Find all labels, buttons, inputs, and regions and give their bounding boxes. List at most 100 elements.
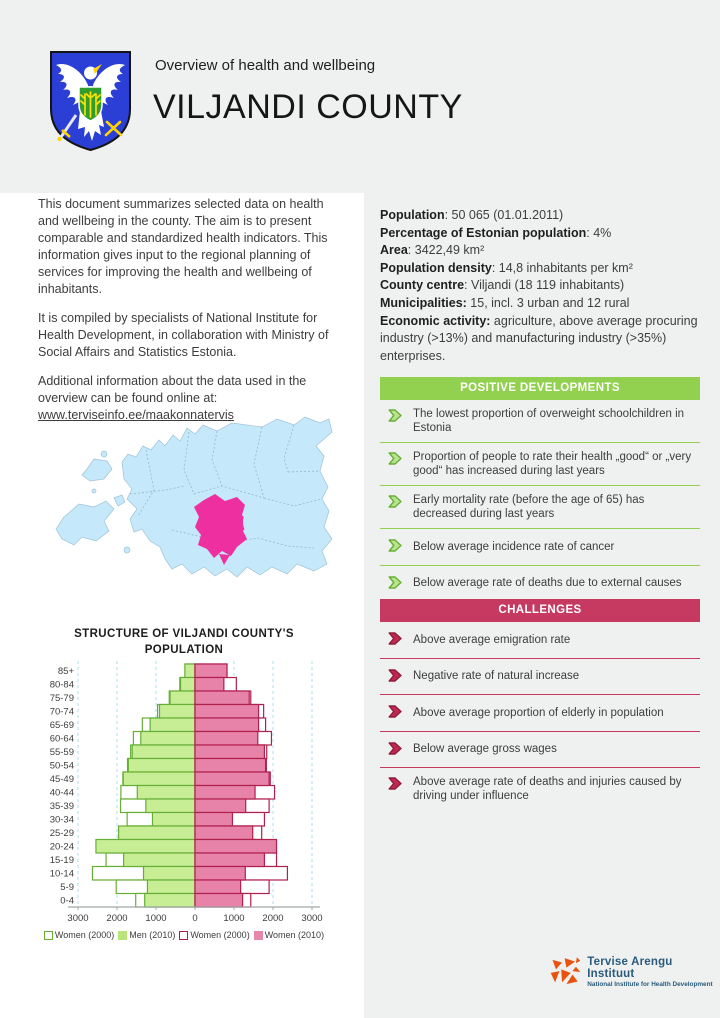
estonia-map [55, 416, 333, 578]
intro-paragraph-2: It is compiled by specialists of Nationa… [38, 311, 329, 359]
challenge-item: Above average proportion of elderly in p… [380, 695, 700, 732]
svg-text:35-39: 35-39 [50, 801, 74, 812]
challenge-item: Below average gross wages [380, 732, 700, 768]
chart-title: STRUCTURE OF VILJANDI COUNTY'S POPULATIO… [74, 628, 294, 656]
county-borders [129, 424, 323, 549]
legend-entry: Women (2000) [43, 930, 115, 940]
challenge-item-text: Above average rate of deaths and injurie… [413, 776, 682, 802]
challenge-item-text: Below average gross wages [413, 743, 557, 755]
tai-logo-title: Tervise Arengu Instituut [587, 956, 673, 980]
svg-text:30-34: 30-34 [50, 814, 74, 825]
legend-entry: Women (2010) [253, 930, 325, 940]
facts-list: Population: 50 065 (01.01.2011) Percentag… [380, 207, 702, 365]
positive-item-text: Below average incidence rate of cancer [413, 540, 615, 553]
viljandi-coat-of-arms [50, 51, 131, 152]
saaremaa-island [55, 500, 115, 546]
positive-item-text: Below average rate of deaths due to exte… [413, 577, 682, 589]
positive-item-text: Early mortality rate (before the age of … [413, 494, 645, 520]
additional-info-text: Additional information about the data us… [38, 374, 307, 405]
svg-text:0-4: 0-4 [60, 895, 74, 906]
challenges-section: CHALLENGES Above average emigration rate… [380, 599, 700, 810]
positive-item: Early mortality rate (before the age of … [380, 486, 700, 529]
positive-item-text: The lowest proportion of overweight scho… [413, 408, 685, 434]
positive-item: The lowest proportion of overweight scho… [380, 400, 700, 443]
legend-label: Men (2010) [129, 930, 176, 940]
svg-text:1000: 1000 [223, 913, 244, 924]
svg-text:3000: 3000 [67, 913, 88, 924]
svg-text:0: 0 [192, 913, 197, 924]
intro-paragraph-1: This document summarizes selected data o… [38, 197, 328, 296]
svg-text:70-74: 70-74 [50, 706, 74, 717]
svg-text:3000: 3000 [301, 913, 322, 924]
positive-item-text: Proportion of people to rate their healt… [413, 451, 692, 477]
positive-item: Below average incidence rate of cancer [380, 529, 700, 566]
challenges-header: CHALLENGES [380, 599, 700, 622]
tai-logo: Tervise Arengu Instituut National Instit… [549, 956, 720, 988]
page-title: VILJANDI COUNTY [153, 88, 463, 126]
chevron-arrow-icon [388, 495, 402, 513]
chevron-arrow-icon [388, 741, 402, 760]
header-eyebrow: Overview of health and wellbeing [155, 57, 376, 74]
legend-label: Women (2010) [264, 930, 325, 940]
legend-swatch-icon [253, 930, 263, 940]
challenge-item-text: Above average proportion of elderly in p… [413, 706, 664, 719]
challenge-item: Above average emigration rate [380, 622, 700, 659]
svg-text:60-64: 60-64 [50, 733, 74, 744]
legend-label: Women (2000) [54, 930, 115, 940]
positive-developments-section: POSITIVE DEVELOPMENTS The lowest proport… [380, 377, 700, 602]
svg-text:20-24: 20-24 [50, 841, 74, 852]
svg-text:1000: 1000 [145, 913, 166, 924]
tai-logo-icon [550, 957, 581, 985]
fact-row: Area: 3422,49 km² [380, 243, 485, 258]
chevron-arrow-icon [388, 668, 402, 687]
legend-entry: Men (2010) [118, 930, 175, 940]
svg-text:45-49: 45-49 [50, 774, 74, 785]
svg-text:55-59: 55-59 [50, 747, 74, 758]
terviseinfo-link[interactable]: www.terviseinfo.ee/maakonnatervis [38, 408, 234, 422]
legend-entry: Women (2000) [179, 930, 250, 940]
challenge-items: Above average emigration rate Negative ra… [380, 622, 700, 810]
positive-items: The lowest proportion of overweight scho… [380, 400, 700, 602]
positive-developments-header: POSITIVE DEVELOPMENTS [380, 377, 700, 400]
fact-row: Percentage of Estonian population: 4% [380, 225, 612, 240]
positive-item: Proportion of people to rate their healt… [380, 443, 700, 486]
muhu-island [113, 494, 126, 507]
tai-logo-text: Tervise Arengu Instituut National Instit… [587, 956, 720, 988]
tai-logo-subtitle: National Institute for Health Developmen… [587, 981, 713, 988]
fact-row: Economic activity: agriculture, above av… [380, 313, 698, 363]
fact-row: Population: 50 065 (01.01.2011) [380, 208, 564, 222]
svg-text:80-84: 80-84 [50, 679, 74, 690]
fact-row: Municipalities: 15, incl. 3 urban and 12… [380, 295, 630, 310]
legend-swatch-icon [179, 930, 189, 940]
svg-text:15-19: 15-19 [50, 855, 74, 866]
svg-text:50-54: 50-54 [50, 760, 74, 771]
chevron-arrow-icon [388, 452, 402, 470]
svg-text:5-9: 5-9 [60, 882, 74, 893]
svg-text:40-44: 40-44 [50, 787, 74, 798]
svg-text:85+: 85+ [58, 666, 75, 677]
estonia-mainland [121, 416, 333, 578]
chevron-arrow-icon [388, 409, 402, 427]
chevron-arrow-icon [388, 777, 402, 795]
chevron-arrow-icon [388, 705, 402, 723]
chevron-arrow-icon [388, 575, 402, 594]
challenge-item-text: Negative rate of natural increase [413, 670, 580, 682]
intro-paragraph-3: Additional information about the data us… [38, 373, 334, 424]
chevron-arrow-icon [388, 632, 402, 650]
svg-text:2000: 2000 [106, 913, 127, 924]
chevron-arrow-icon [388, 539, 402, 557]
fact-row: County centre: Viljandi (18 119 inhabita… [380, 278, 625, 293]
legend-swatch-icon [118, 930, 128, 940]
legend-label: Women (2000) [190, 930, 250, 940]
pyramid-legend: Women (2000) Men (2010) Women (2000) Women … [38, 930, 330, 940]
viljandi-county-highlight [194, 494, 253, 565]
positive-item: Below average rate of deaths due to exte… [380, 566, 700, 602]
fact-row: Population density: 14,8 inhabitants per… [380, 260, 633, 275]
hiiumaa-island [81, 458, 113, 482]
svg-text:75-79: 75-79 [50, 693, 74, 704]
svg-text:25-29: 25-29 [50, 828, 74, 839]
svg-text:65-69: 65-69 [50, 720, 74, 731]
svg-text:10-14: 10-14 [50, 868, 74, 879]
challenge-item-text: Above average emigration rate [413, 633, 571, 646]
